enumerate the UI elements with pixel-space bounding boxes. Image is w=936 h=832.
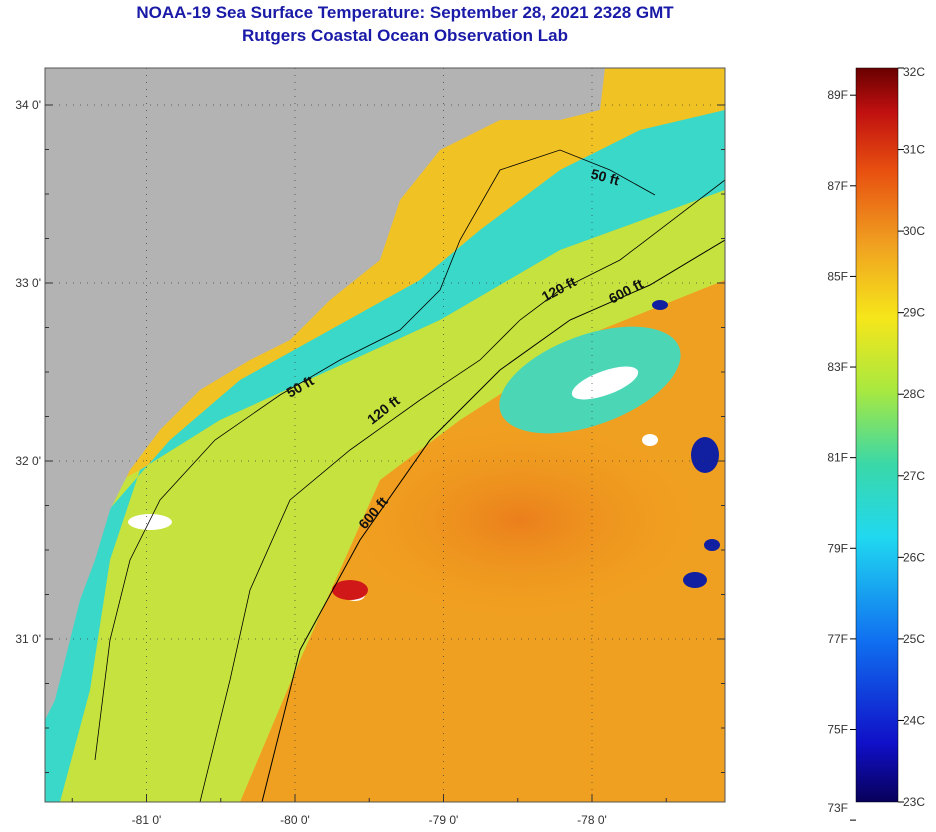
- mid-shelf-band: [45, 190, 725, 802]
- celsius-label: 26C: [903, 550, 925, 564]
- lon-tick-label: -79 0': [429, 813, 459, 827]
- map-frame: [44, 67, 726, 803]
- isobath-120ft: [199, 179, 725, 802]
- lon-tick-label: -80 0': [280, 813, 310, 827]
- cold-pockets: [652, 300, 720, 588]
- chart-subtitle: Rutgers Coastal Ocean Observation Lab: [242, 26, 568, 45]
- celsius-scale: 32C 31C 30C 29C 28C 27C 26C 25C 24C 23C: [898, 65, 925, 809]
- celsius-label: 31C: [903, 143, 925, 157]
- celsius-label: 24C: [903, 713, 925, 727]
- fahrenheit-label: 87F: [827, 179, 848, 193]
- fahrenheit-label: 81F: [827, 451, 848, 465]
- celsius-label: 23C: [903, 795, 925, 809]
- celsius-label: 29C: [903, 306, 925, 320]
- chart-title: NOAA-19 Sea Surface Temperature: Septemb…: [136, 3, 674, 22]
- fahrenheit-label: 75F: [827, 723, 848, 737]
- fahrenheit-label: 83F: [827, 360, 848, 374]
- lat-tick-label: 34 0': [15, 98, 41, 112]
- lat-tick-label: 32 0': [15, 454, 41, 468]
- fahrenheit-label: 77F: [827, 632, 848, 646]
- fahrenheit-label: 79F: [827, 541, 848, 555]
- fahrenheit-scale: 89F 87F 85F 83F 81F 79F 77F 75F 73F: [827, 88, 856, 821]
- lat-tick-label: 31 0': [15, 632, 41, 646]
- lat-tick-label: 33 0': [15, 276, 41, 290]
- isobath-50ft: [94, 149, 656, 761]
- isobath-600ft: [261, 239, 725, 802]
- celsius-label: 27C: [903, 469, 925, 483]
- celsius-label: 30C: [903, 224, 925, 238]
- lon-tick-label: -78 0': [577, 813, 607, 827]
- hot-spot: [332, 580, 368, 600]
- inner-shelf-cool-band: [45, 110, 725, 802]
- contour-label-50ft-north: 50 ft: [589, 165, 621, 188]
- fahrenheit-label: 89F: [827, 88, 848, 102]
- celsius-label: 28C: [903, 387, 925, 401]
- celsius-label: 25C: [903, 632, 925, 646]
- map-layers: [45, 68, 725, 802]
- land-region: [45, 68, 605, 720]
- fahrenheit-label: 73F: [827, 801, 848, 815]
- axis-ticks: -81 0' -80 0' -79 0' -78 0' 34 0' 33 0' 32 0' 3…: [15, 98, 725, 827]
- celsius-label: 32C: [903, 65, 925, 79]
- lon-tick-label: -81 0': [132, 813, 162, 827]
- fahrenheit-label: 85F: [827, 269, 848, 283]
- warm-core: [320, 410, 720, 630]
- colorbar-gradient: [855, 67, 899, 803]
